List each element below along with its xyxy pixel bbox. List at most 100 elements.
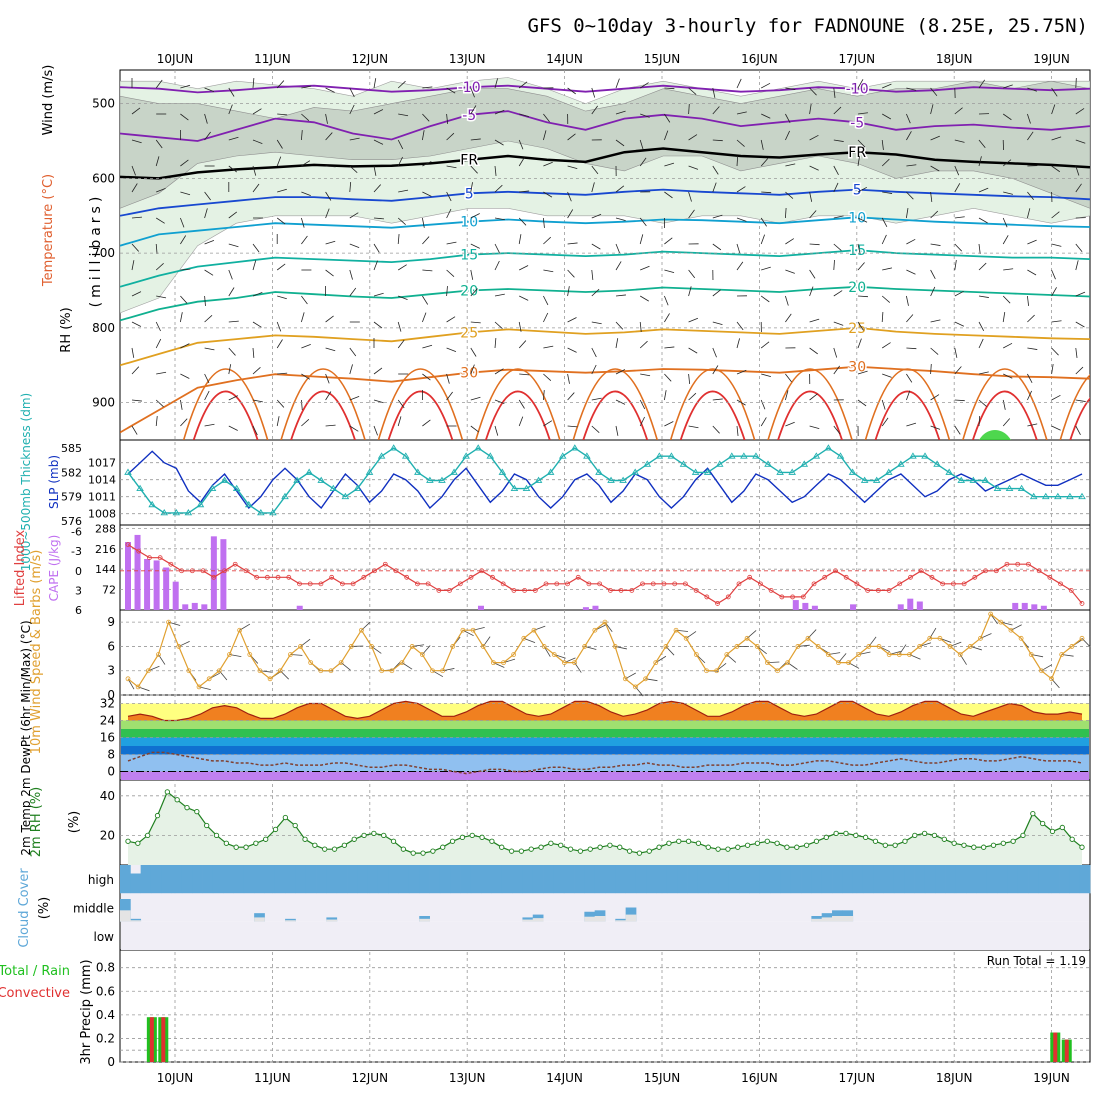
wind-barb	[857, 321, 864, 331]
wind-barb	[736, 425, 739, 436]
wind-barb	[131, 291, 142, 297]
cape-bar	[172, 581, 179, 610]
wind10-marker	[998, 619, 1004, 625]
wind-barb	[446, 113, 449, 124]
thickness-tick: 576	[61, 515, 82, 528]
wind10-marker	[257, 668, 263, 674]
thickness-marker	[558, 452, 567, 459]
isotherm-warm-arc	[962, 368, 1048, 440]
wind-barb	[881, 158, 890, 167]
li-marker	[511, 587, 517, 593]
wind-barb	[204, 113, 208, 124]
thickness-marker	[160, 508, 169, 516]
precip-conv-bar	[161, 1017, 166, 1062]
wind-barb	[809, 269, 816, 279]
cloud-high-bar	[367, 865, 379, 894]
wind-barb	[155, 338, 162, 349]
rh2m-marker	[282, 814, 289, 821]
wind-barb	[712, 139, 723, 142]
wind10-marker	[815, 644, 821, 649]
thickness-marker	[752, 452, 760, 459]
panel-cape	[119, 524, 1091, 611]
wind-barb	[518, 139, 524, 150]
label-rh: RH (%)	[59, 307, 74, 352]
wind-barb	[1027, 373, 1033, 384]
cloud-high-bar	[780, 865, 792, 894]
cloud-high-bar	[274, 865, 286, 894]
wind-barb	[349, 165, 358, 173]
wind-barb	[881, 311, 884, 323]
rh2m-marker	[1010, 838, 1016, 844]
wind-barb	[736, 261, 744, 271]
wind10-marker	[1028, 652, 1034, 657]
wind-barb	[204, 373, 210, 384]
wind10-marker	[551, 652, 557, 657]
li-marker	[811, 581, 817, 587]
wind10-marker	[521, 635, 527, 641]
wind-barb	[639, 217, 647, 227]
wind-barb	[1027, 208, 1031, 219]
wind-barb	[930, 269, 936, 280]
wind10-marker	[145, 668, 151, 674]
wind-barb	[930, 347, 939, 355]
thickness-marker	[401, 452, 410, 459]
wind-barb	[155, 263, 164, 271]
rh2m-marker	[469, 832, 475, 838]
li-marker	[650, 581, 656, 587]
wind-barb	[930, 363, 932, 375]
wind-barb	[906, 295, 909, 306]
cloud-high-bar	[512, 865, 523, 894]
wind-barb	[809, 393, 818, 401]
wind-barb	[373, 243, 380, 253]
label-wind10m: 10m Wind Speed & Barbs (m/s)	[29, 550, 44, 755]
wind-barb	[954, 183, 961, 193]
rh2m-marker	[410, 850, 416, 856]
wind-barb	[252, 260, 257, 271]
cloud-high-bar	[1017, 865, 1029, 894]
cloud-high-bar	[460, 865, 472, 894]
thickness-marker	[981, 476, 990, 483]
li-marker	[232, 561, 238, 567]
li-marker	[640, 581, 645, 587]
cloud-level-middle: middle	[73, 902, 114, 916]
li-marker	[586, 581, 592, 587]
cloud-high-bar	[150, 865, 162, 894]
wind-barb	[325, 347, 336, 352]
cloud-high-bar	[233, 865, 245, 894]
li-marker	[1047, 574, 1053, 580]
li-marker	[607, 587, 613, 593]
wind-barb	[954, 165, 960, 176]
wind-barb	[470, 425, 480, 433]
wind-barb	[882, 83, 892, 89]
wind-barb	[494, 78, 498, 89]
wind-barb	[422, 269, 433, 272]
wind10-marker	[440, 668, 446, 674]
wind-barb	[204, 208, 208, 219]
wind-barb	[446, 391, 453, 401]
wind-barb	[1051, 211, 1060, 219]
rh2m-marker	[184, 805, 190, 811]
wind-barb	[760, 158, 769, 167]
isotherm-hot-arc	[874, 390, 941, 440]
wind-barb	[373, 109, 384, 115]
cloud-high-bar	[666, 865, 678, 894]
isotherm-label: -5	[850, 115, 864, 131]
wind-barb	[785, 113, 791, 124]
wind-barb	[857, 139, 866, 148]
wind-barb	[180, 343, 190, 349]
wind-barb	[325, 391, 332, 401]
thickness-marker	[293, 476, 301, 483]
li-marker	[725, 594, 731, 600]
cloud-high-bar	[821, 865, 833, 894]
thickness-marker	[244, 500, 253, 508]
wind-barb	[954, 347, 958, 358]
wind-barb	[543, 373, 552, 381]
wind-barb	[397, 139, 404, 150]
rh2m-marker	[872, 838, 879, 844]
cloud-high-bar	[842, 865, 854, 894]
cloud-high-bar	[336, 865, 348, 894]
wind-barb	[228, 104, 233, 115]
cape-tick: 144	[95, 563, 116, 576]
wind-barb	[712, 165, 719, 175]
wind-barb	[1027, 390, 1032, 401]
